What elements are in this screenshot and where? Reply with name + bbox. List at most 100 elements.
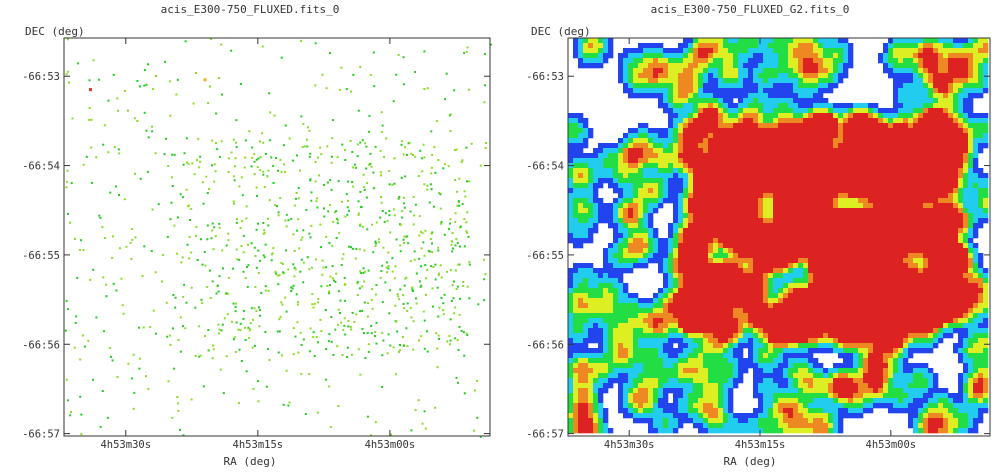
heatmap-cell [808,68,814,74]
heatmap-cell [968,143,974,149]
heatmap-cell [698,148,704,154]
heatmap-cell [953,168,959,174]
heatmap-cell [753,108,759,114]
heatmap-cell [903,138,909,144]
event-pixel [257,380,260,383]
event-pixel [65,186,68,189]
heatmap-cell [573,118,579,124]
heatmap-cell [688,268,694,274]
heatmap-cell [738,158,744,164]
heatmap-cell [648,173,654,179]
heatmap-cell [718,48,724,54]
heatmap-cell [733,288,739,294]
event-pixel [374,245,377,248]
heatmap-cell [603,38,609,44]
event-pixel [371,307,374,310]
heatmap-cell [928,43,934,49]
heatmap-cell [593,153,599,159]
heatmap-cell [843,238,849,244]
event-pixel [234,306,237,309]
heatmap-cell [703,73,709,79]
heatmap-cell [778,98,784,104]
heatmap-cell [743,288,749,294]
event-pixel [429,238,432,240]
heatmap-cell [773,38,779,44]
heatmap-cell [713,213,719,219]
heatmap-cell [893,113,899,119]
heatmap-cell [978,43,984,49]
heatmap-cell [623,238,629,244]
heatmap-cell [733,253,739,259]
event-pixel [246,266,248,268]
event-pixel [99,216,102,219]
heatmap-cell [938,178,944,184]
heatmap-cell [903,53,909,59]
heatmap-cell [643,233,649,239]
heatmap-cell [793,218,799,224]
heatmap-cell [853,183,859,189]
heatmap-cell [733,53,739,59]
event-pixel [171,185,174,187]
heatmap-cell [613,208,619,214]
heatmap-cell [693,193,699,199]
heatmap-cell [728,88,734,94]
heatmap-cell [958,53,964,59]
heatmap-cell [688,238,694,244]
heatmap-cell [673,153,679,159]
heatmap-cell [623,158,629,164]
heatmap-cell [898,158,904,164]
event-pixel [267,169,270,172]
heatmap-cell [813,278,819,284]
heatmap-cell [758,208,764,214]
heatmap-cell [863,223,869,229]
heatmap-cell [918,88,924,94]
heatmap-cell [763,128,769,134]
heatmap-cell [608,183,614,189]
heatmap-cell [803,138,809,144]
heatmap-cell [803,233,809,239]
heatmap-cell [598,198,604,204]
heatmap-cell [838,58,844,64]
heatmap-cell [773,113,779,119]
heatmap-cell [853,148,859,154]
heatmap-cell [813,173,819,179]
heatmap-cell [748,288,754,294]
heatmap-cell [768,208,774,214]
event-pixel [410,429,413,432]
heatmap-cell [748,173,754,179]
heatmap-cell [833,228,839,234]
heatmap-cell [758,108,764,114]
heatmap-cell [793,268,799,274]
heatmap-cell [568,273,574,279]
heatmap-cell [903,233,909,239]
heatmap-cell [693,113,699,119]
heatmap-cell [763,203,769,209]
heatmap-cell [773,98,779,104]
event-pixel [66,70,69,73]
heatmap-cell [938,133,944,139]
heatmap-cell [748,58,754,64]
heatmap-cell [633,208,639,214]
heatmap-cell [678,228,684,234]
heatmap-cell [738,248,744,254]
heatmap-cell [868,263,874,269]
heatmap-cell [738,143,744,149]
chart-title: acis_E300-750_FLUXED_G2.fits_0 [650,3,850,16]
event-pixel [235,146,238,149]
heatmap-cell [758,258,764,264]
heatmap-cell [953,103,959,109]
event-pixel [190,286,193,289]
heatmap-cell [838,293,844,299]
event-pixel [398,349,401,352]
heatmap-cell [663,63,669,69]
heatmap-cell [738,223,744,229]
heatmap-cell [693,123,699,129]
heatmap-cell [678,78,684,84]
heatmap-cell [788,73,794,79]
heatmap-cell [848,288,854,294]
heatmap-cell [918,168,924,174]
event-pixel [309,178,312,181]
heatmap-cell [728,293,734,299]
event-pixel [291,159,294,162]
heatmap-cell [853,193,859,199]
